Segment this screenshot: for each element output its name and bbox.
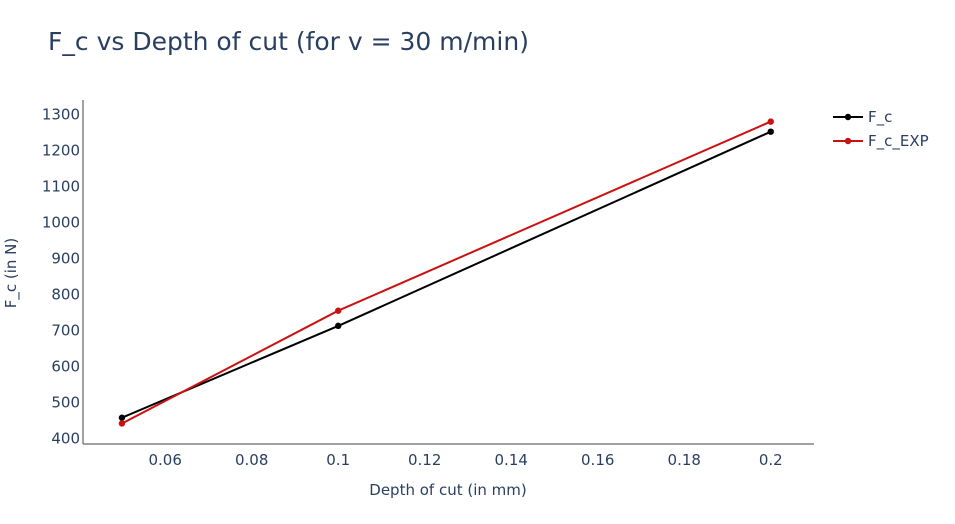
y-axis-title: F_c (in N) (2, 238, 21, 309)
y-tick-label: 1200 (42, 141, 80, 159)
legend-item[interactable]: F_c_EXP (833, 132, 929, 151)
y-tick-label: 1000 (42, 213, 80, 231)
x-tick-label: 0.14 (495, 451, 528, 469)
y-axis-ticks: 400 500 600 700 800 900 1000 1100 1200 1300 (42, 105, 80, 447)
legend-label: F_c_EXP (868, 132, 929, 151)
x-tick-label: 0.1 (326, 451, 350, 469)
legend-label: F_c (868, 108, 892, 127)
series-layer (118, 118, 774, 427)
data-point (335, 307, 342, 314)
chart-title: F_c vs Depth of cut (for v = 30 m/min) (48, 27, 529, 56)
series-f-c-exp (118, 118, 774, 427)
legend-marker (844, 137, 852, 145)
data-point (118, 414, 126, 421)
y-tick-label: 500 (51, 394, 80, 412)
plot-area: 0.06 0.08 0.1 0.12 0.14 0.16 0.18 0.2 400 500 600… (42, 100, 814, 469)
legend-item[interactable]: F_c (833, 108, 892, 127)
x-tick-label: 0.18 (668, 451, 701, 469)
data-point (767, 128, 774, 135)
y-tick-label: 700 (51, 322, 80, 340)
x-tick-label: 0.08 (235, 451, 268, 469)
legend-marker (844, 113, 852, 121)
x-axis-ticks: 0.06 0.08 0.1 0.12 0.14 0.16 0.18 0.2 (148, 451, 782, 469)
data-point (118, 420, 126, 427)
y-tick-label: 400 (51, 430, 80, 448)
series-line (121, 120, 772, 425)
x-tick-label: 0.2 (759, 451, 783, 469)
x-tick-label: 0.12 (408, 451, 441, 469)
y-tick-label: 900 (51, 249, 80, 267)
y-tick-label: 600 (51, 358, 80, 376)
x-tick-label: 0.06 (148, 451, 181, 469)
x-axis-title: Depth of cut (in mm) (369, 481, 526, 499)
data-point (767, 118, 774, 125)
y-tick-label: 1300 (42, 105, 80, 123)
series-f-c (118, 128, 774, 421)
series-line (121, 130, 772, 419)
legend[interactable]: F_c F_c_EXP (833, 108, 929, 151)
y-tick-label: 800 (51, 286, 80, 304)
y-tick-label: 1100 (42, 177, 80, 195)
x-tick-label: 0.16 (581, 451, 614, 469)
data-point (335, 322, 342, 330)
